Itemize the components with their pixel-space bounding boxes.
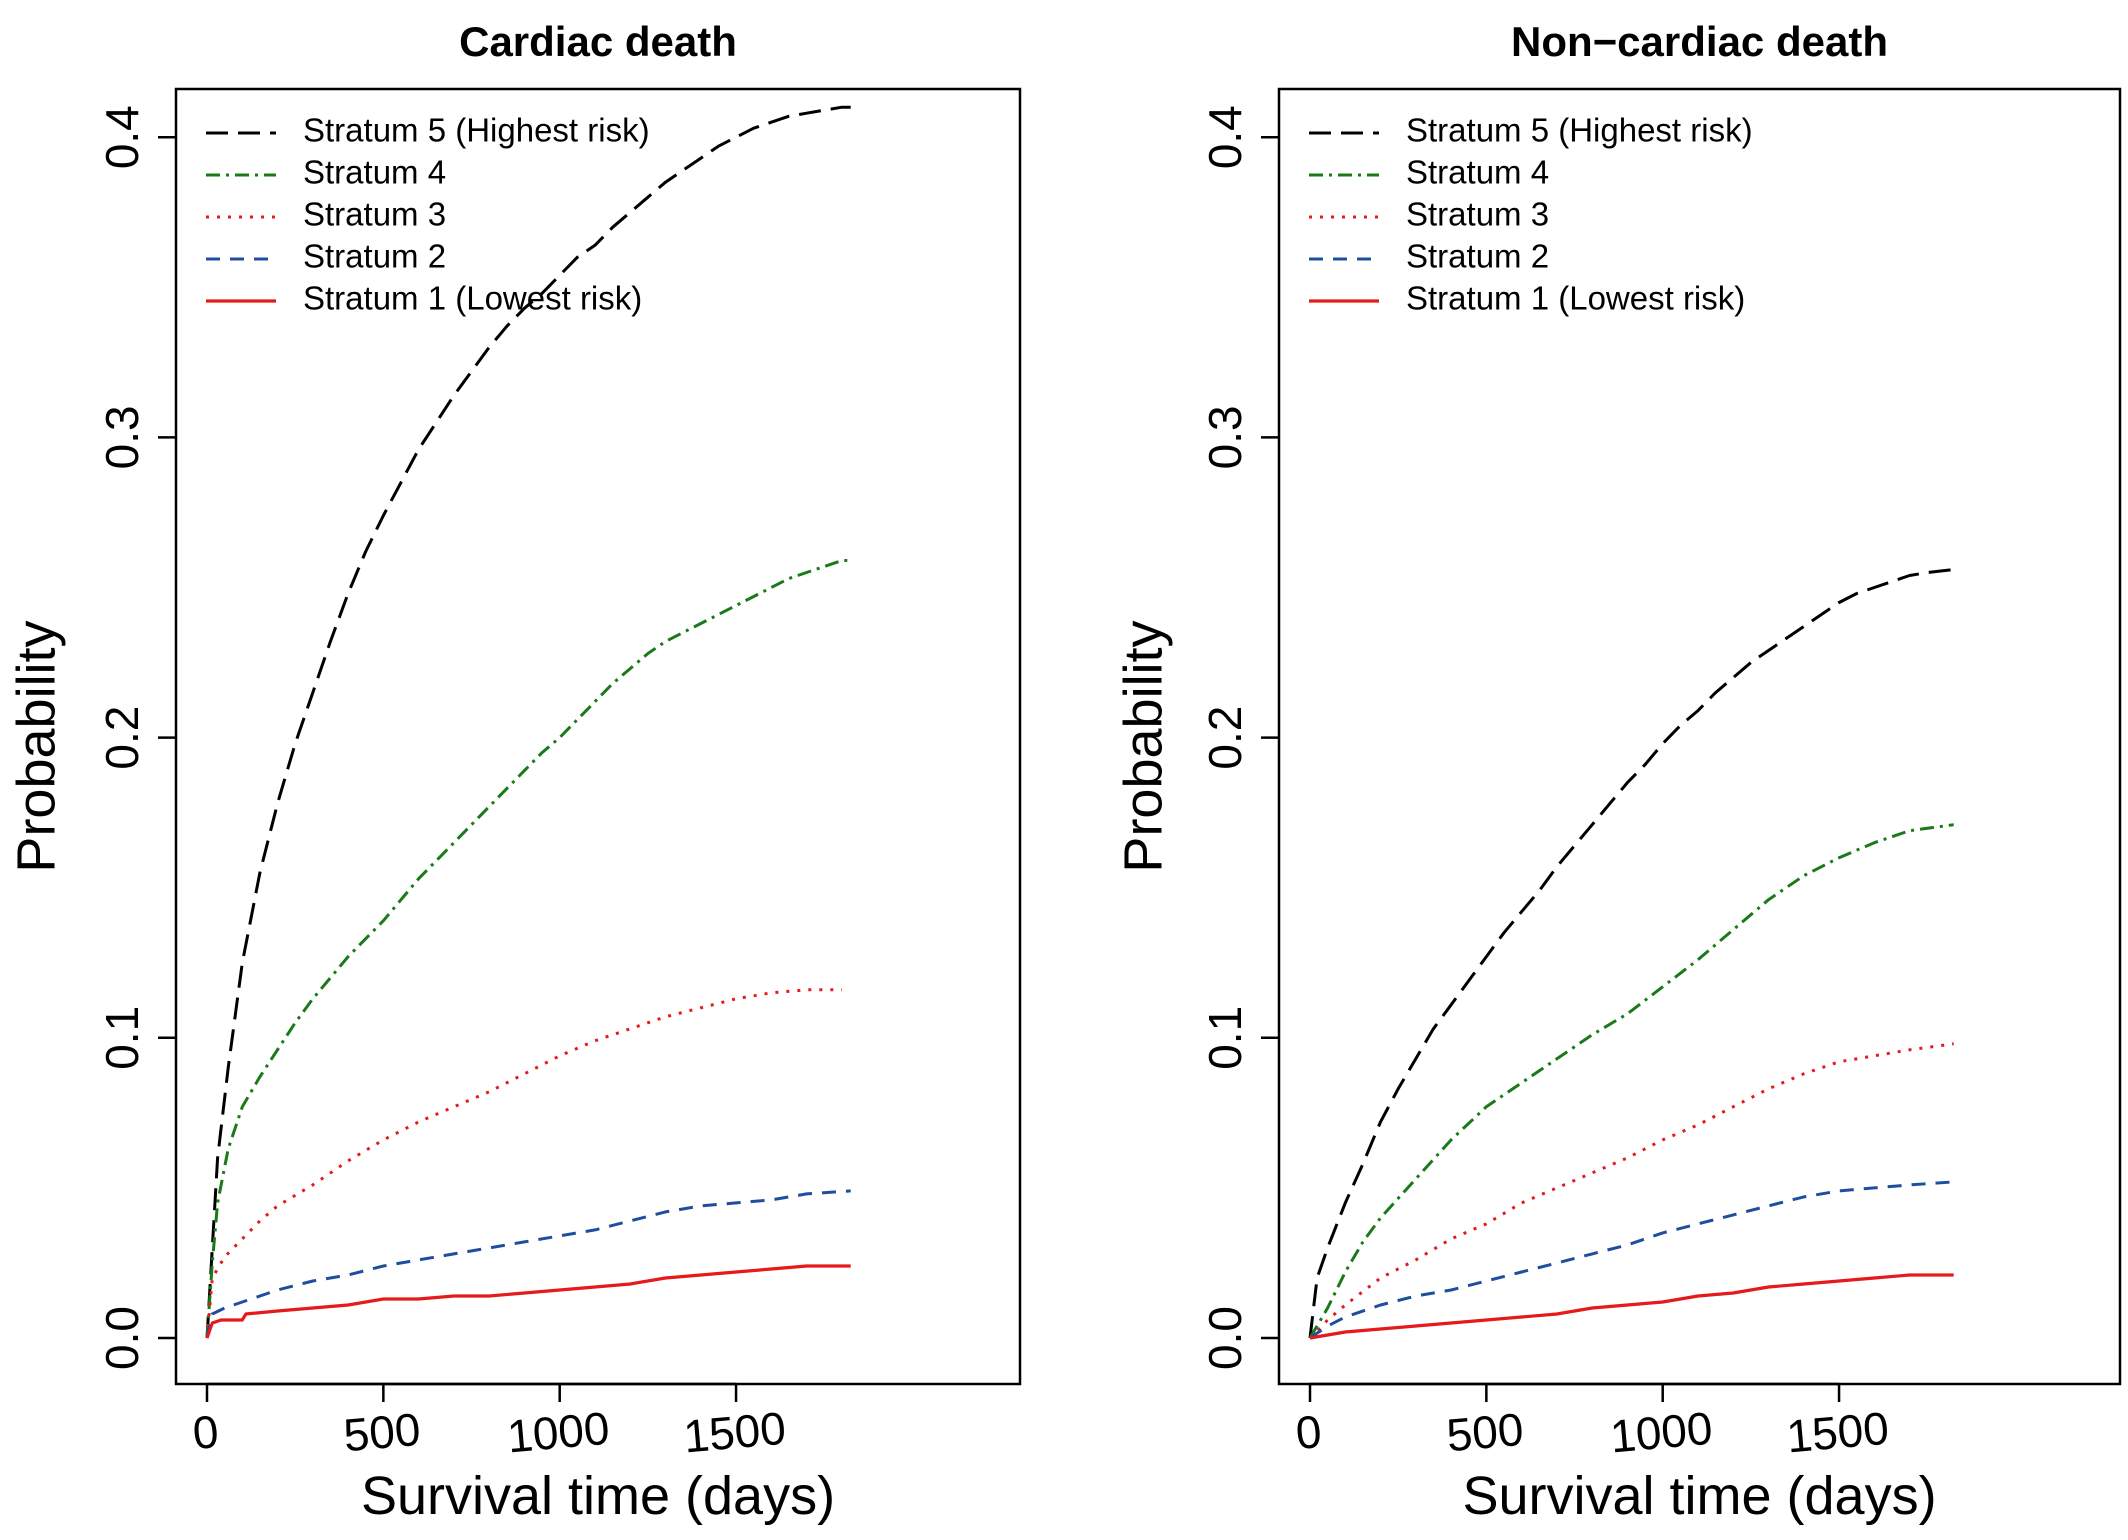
legend-label: Stratum 4 <box>1406 154 1549 191</box>
legend-label: Stratum 2 <box>1406 238 1549 275</box>
y-tick-label: 0.3 <box>96 405 148 469</box>
x-tick-label: 1500 <box>1784 1402 1890 1463</box>
legend-label: Stratum 3 <box>303 196 446 233</box>
legend-label: Stratum 1 (Lowest risk) <box>1406 280 1745 317</box>
series-line-stratum-1 <box>1309 1273 1954 1340</box>
x-tick-label: 1000 <box>505 1402 611 1463</box>
series-line-stratum-5 <box>205 105 851 1339</box>
series-line-stratum-3 <box>205 988 842 1339</box>
series-line-stratum-2 <box>205 1189 851 1339</box>
y-tick-label: 0.2 <box>96 706 148 770</box>
chart-panel-2: Non−cardiac death 0 500 1000 1500 0.0 0.1 0.2 0.… <box>1113 18 2122 1526</box>
y-tick-label: 0.1 <box>96 1006 148 1070</box>
y-tick-label: 0.4 <box>96 105 148 169</box>
x-tick-label: 0 <box>1294 1405 1324 1459</box>
y-tick-label: 0.3 <box>1199 405 1251 469</box>
series-line-stratum-2 <box>1309 1180 1954 1340</box>
x-tick-label: 500 <box>1444 1403 1525 1461</box>
y-tick-label: 0.4 <box>1199 105 1251 169</box>
legend-label: Stratum 3 <box>1406 196 1549 233</box>
x-axis-title: Survival time (days) <box>361 1466 835 1526</box>
x-axis-title: Survival time (days) <box>1462 1466 1936 1526</box>
chart-title: Cardiac death <box>459 18 737 65</box>
y-axis-title: Probability <box>1113 620 1173 872</box>
x-tick-label: 1500 <box>681 1402 787 1463</box>
y-axis-title: Probability <box>6 620 66 872</box>
series-line-stratum-1 <box>205 1264 851 1339</box>
series-line-stratum-4 <box>1308 823 1954 1339</box>
legend: Stratum 5 (Highest risk) Stratum 4 Stratum… <box>1309 112 1753 317</box>
legend-label: Stratum 5 (Highest risk) <box>1406 112 1753 149</box>
series-line-stratum-4 <box>205 559 851 1339</box>
y-tick-label: 0.0 <box>1199 1306 1251 1370</box>
y-tick-label: 0.0 <box>96 1306 148 1370</box>
chart-title: Non−cardiac death <box>1511 18 1888 65</box>
x-tick-label: 500 <box>341 1403 422 1461</box>
legend-label: Stratum 5 (Highest risk) <box>303 112 650 149</box>
chart-panel-1: Cardiac death 0 500 1000 1500 0.0 0.1 0.2 0.3 0.4… <box>6 18 1022 1526</box>
y-tick-label: 0.1 <box>1199 1006 1251 1070</box>
series-line-stratum-5 <box>1308 568 1954 1339</box>
legend-label: Stratum 4 <box>303 154 446 191</box>
series-line-stratum-3 <box>1308 1042 1954 1340</box>
x-tick-label: 1000 <box>1608 1402 1714 1463</box>
legend: Stratum 5 (Highest risk) Stratum 4 Stratum… <box>206 112 650 317</box>
x-tick-label: 0 <box>191 1405 221 1459</box>
y-tick-label: 0.2 <box>1199 706 1251 770</box>
legend-label: Stratum 2 <box>303 238 446 275</box>
legend-label: Stratum 1 (Lowest risk) <box>303 280 642 317</box>
